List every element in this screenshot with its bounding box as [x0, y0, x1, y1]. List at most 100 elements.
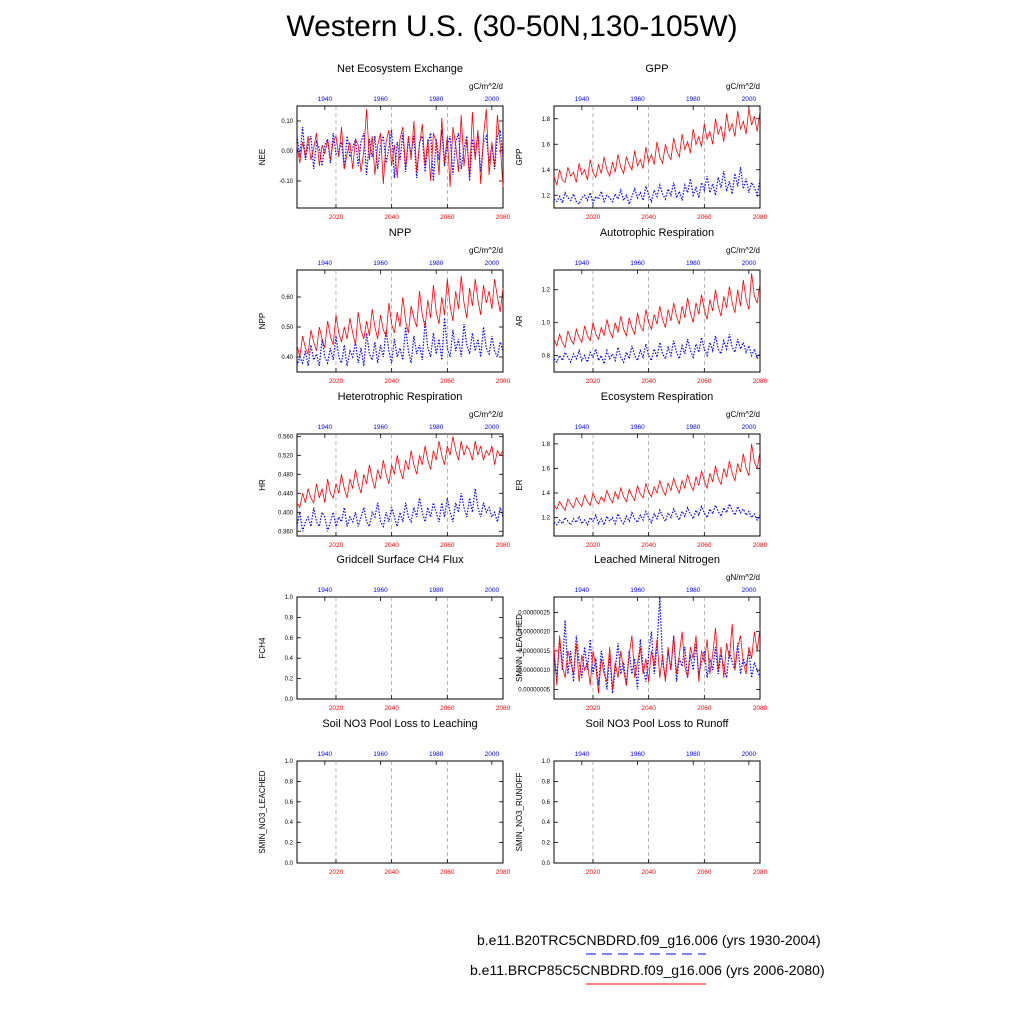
top-x-tick-label: 1980	[429, 96, 444, 103]
bottom-x-tick-label: 2080	[496, 705, 511, 712]
y-tick-label: 0.560	[278, 434, 294, 440]
y-tick-label: 0.2	[285, 677, 294, 683]
y-axis-label: NPP	[258, 313, 267, 329]
y-tick-label: 1.6	[542, 142, 551, 148]
panel-title: Leached Mineral Nitrogen	[594, 554, 720, 566]
series-historical-line	[296, 488, 504, 532]
y-tick-label: 0.00000015	[518, 649, 550, 655]
y-tick-label: 1.2	[542, 193, 551, 199]
bottom-x-tick-label: 2080	[496, 378, 511, 385]
y-tick-label: 0.0	[285, 861, 294, 867]
y-tick-label: 0.50	[281, 325, 293, 331]
panel-title: Net Ecosystem Exchange	[337, 63, 463, 75]
y-tick-label: 0.4	[285, 820, 294, 826]
bottom-x-tick-label: 2020	[329, 214, 344, 221]
legend-future-label: b.e11.BRCP85C5CNBDRD.f09_g16.006 (yrs 20…	[470, 962, 825, 978]
bottom-x-tick-label: 2060	[440, 542, 455, 549]
units-label: gC/m^2/d	[469, 246, 503, 255]
top-x-tick-label: 2000	[742, 587, 757, 594]
units-label: gC/m^2/d	[726, 246, 760, 255]
panel-title: Autotrophic Respiration	[600, 227, 714, 239]
bottom-x-tick-label: 2040	[384, 378, 399, 385]
series-future-line	[296, 108, 504, 188]
legend-historical-label: b.e11.B20TRC5CNBDRD.f09_g16.006 (yrs 193…	[477, 932, 821, 948]
y-tick-label: 0.2	[542, 841, 551, 847]
bottom-x-tick-label: 2060	[440, 378, 455, 385]
series-historical-line	[296, 126, 504, 182]
y-tick-label: 0.8	[542, 779, 551, 785]
bottom-x-tick-label: 2080	[753, 869, 768, 876]
bottom-x-tick-label: 2060	[697, 542, 712, 549]
y-tick-label: 1.0	[285, 595, 294, 601]
series-future-line	[296, 436, 504, 509]
units-label: gN/m^2/d	[726, 573, 760, 582]
bottom-x-tick-label: 2040	[641, 869, 656, 876]
bottom-x-tick-label: 2080	[753, 214, 768, 221]
panel-1: Net Ecosystem Exchange gC/m^2/d NEE -0.10 0.…	[258, 63, 511, 221]
top-x-tick-label: 1960	[630, 96, 645, 103]
y-axis-label: SMIN_NO3_LEACHED	[258, 770, 267, 853]
bottom-x-tick-label: 2020	[586, 542, 601, 549]
y-tick-label: 0.4	[542, 820, 551, 826]
y-tick-label: 1.0	[542, 759, 551, 765]
top-x-tick-label: 2000	[485, 96, 500, 103]
top-x-tick-label: 1940	[575, 260, 590, 267]
bottom-x-tick-label: 2040	[641, 542, 656, 549]
plot-frame	[296, 105, 504, 209]
bottom-x-tick-label: 2060	[697, 378, 712, 385]
y-axis-label: HR	[258, 479, 267, 491]
panel-7: Gridcell Surface CH4 Flux FCH4 0.0 0.2 0.4 0.…	[258, 554, 511, 712]
y-tick-label: 0.8	[542, 354, 551, 360]
y-tick-label: 1.2	[542, 288, 551, 294]
y-tick-label: 1.4	[542, 168, 551, 174]
bottom-x-tick-label: 2080	[753, 542, 768, 549]
y-tick-label: 0.6	[285, 636, 294, 642]
bottom-x-tick-label: 2080	[496, 214, 511, 221]
series-future-line	[553, 623, 761, 694]
plot-frame	[553, 269, 761, 373]
y-tick-label: 0.6	[542, 800, 551, 806]
y-axis-label: FCH4	[258, 637, 267, 658]
top-x-tick-label: 1960	[630, 751, 645, 758]
top-x-tick-label: 1960	[630, 260, 645, 267]
bottom-x-tick-label: 2040	[641, 378, 656, 385]
y-tick-label: 0.2	[285, 841, 294, 847]
bottom-x-tick-label: 2020	[586, 705, 601, 712]
y-tick-label: 1.4	[542, 491, 551, 497]
y-tick-label: 0.60	[281, 295, 293, 301]
bottom-x-tick-label: 2080	[496, 542, 511, 549]
top-x-tick-label: 1940	[318, 751, 333, 758]
y-tick-label: 0.520	[278, 453, 294, 459]
y-tick-label: 0.00000005	[518, 687, 550, 693]
top-x-tick-label: 1960	[373, 424, 388, 431]
top-x-tick-label: 1960	[630, 424, 645, 431]
top-x-tick-label: 2000	[485, 751, 500, 758]
panel-2: GPP gC/m^2/d GPP 1.2 1.4 1.6 1.8 1940 1960 1980 20…	[515, 63, 768, 221]
top-x-tick-label: 1960	[373, 260, 388, 267]
y-tick-label: -0.10	[279, 179, 293, 185]
bottom-x-tick-label: 2020	[329, 705, 344, 712]
panel-5: Heterotrophic Respiration gC/m^2/d HR 0.360…	[258, 391, 511, 549]
y-tick-label: 1.2	[542, 516, 551, 522]
panel-title: Soil NO3 Pool Loss to Leaching	[322, 718, 477, 730]
bottom-x-tick-label: 2020	[329, 378, 344, 385]
top-x-tick-label: 1980	[429, 260, 444, 267]
y-tick-label: 0.480	[278, 472, 294, 478]
y-axis-label: ER	[515, 479, 524, 490]
bottom-x-tick-label: 2020	[586, 378, 601, 385]
top-x-tick-label: 1960	[630, 587, 645, 594]
panel-4: Autotrophic Respiration gC/m^2/d AR 0.8 1.0 1…	[515, 227, 768, 385]
top-x-tick-label: 2000	[742, 751, 757, 758]
series-historical-line	[553, 334, 761, 367]
top-x-tick-label: 1980	[686, 96, 701, 103]
y-axis-label: GPP	[515, 149, 524, 166]
series-future-line	[553, 273, 761, 349]
panel-title: Gridcell Surface CH4 Flux	[336, 554, 464, 566]
bottom-x-tick-label: 2060	[697, 705, 712, 712]
y-tick-label: 0.00000020	[518, 630, 550, 636]
top-x-tick-label: 2000	[742, 96, 757, 103]
panel-title: NPP	[389, 227, 412, 239]
units-label: gC/m^2/d	[469, 410, 503, 419]
top-x-tick-label: 1940	[318, 260, 333, 267]
y-axis-label: NEE	[258, 149, 267, 165]
